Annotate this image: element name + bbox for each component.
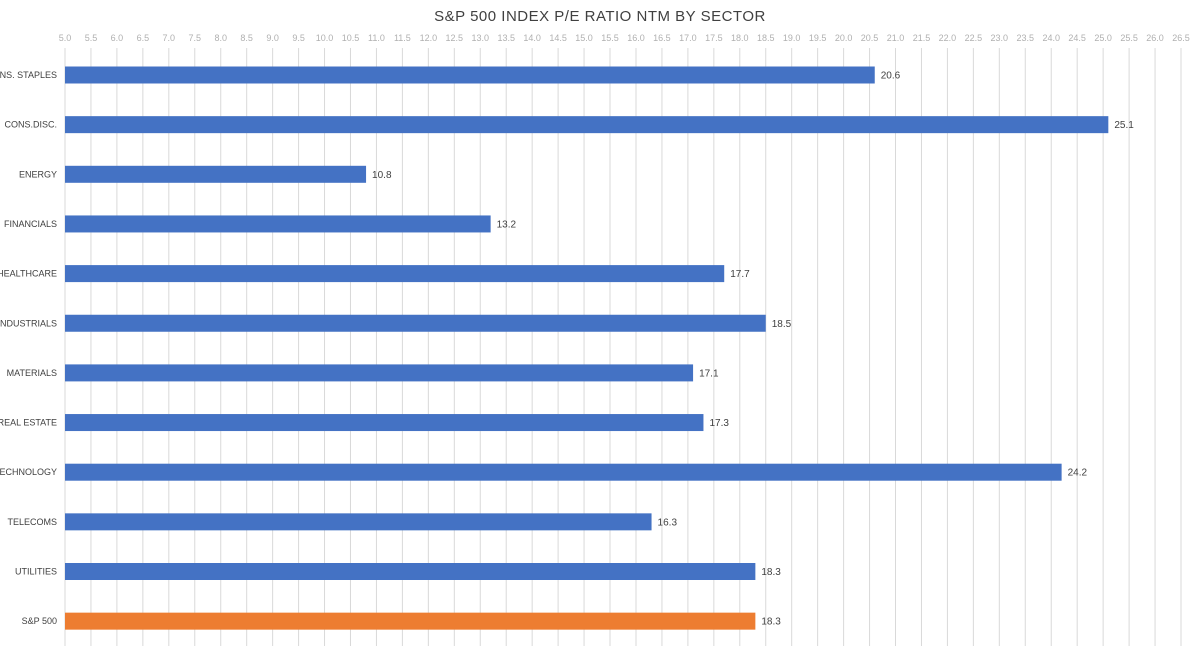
data-label: 24.2 bbox=[1068, 468, 1088, 479]
x-tick-label: 12.0 bbox=[420, 33, 438, 43]
x-tick-label: 7.5 bbox=[189, 33, 202, 43]
category-label: CONS.DISC. bbox=[4, 120, 57, 130]
x-tick-label: 15.5 bbox=[601, 33, 619, 43]
x-tick-label: 26.0 bbox=[1146, 33, 1164, 43]
category-label: UTILITIES bbox=[15, 567, 57, 577]
x-tick-label: 7.0 bbox=[163, 33, 176, 43]
x-tick-label: 9.0 bbox=[266, 33, 279, 43]
data-label: 17.1 bbox=[699, 368, 719, 379]
x-tick-label: 14.5 bbox=[549, 33, 567, 43]
x-tick-label: 16.0 bbox=[627, 33, 645, 43]
x-tick-label: 24.0 bbox=[1042, 33, 1060, 43]
data-label: 10.8 bbox=[372, 170, 392, 181]
x-tick-label: 22.0 bbox=[939, 33, 957, 43]
x-tick-label: 22.5 bbox=[965, 33, 983, 43]
data-label: 17.7 bbox=[730, 269, 750, 280]
bar bbox=[65, 364, 694, 382]
x-tick-label: 8.0 bbox=[214, 33, 227, 43]
bar bbox=[65, 265, 725, 283]
x-tick-label: 8.5 bbox=[240, 33, 253, 43]
data-label: 16.3 bbox=[658, 517, 678, 528]
x-tick-label: 23.5 bbox=[1017, 33, 1035, 43]
category-label: ENERGY bbox=[19, 169, 57, 179]
x-tick-label: 11.5 bbox=[394, 33, 411, 43]
x-tick-label: 5.5 bbox=[85, 33, 98, 43]
data-label: 17.3 bbox=[709, 418, 729, 429]
x-tick-label: 15.0 bbox=[575, 33, 593, 43]
category-label: MATERIALS bbox=[7, 368, 57, 378]
category-label: REAL ESTATE bbox=[0, 418, 57, 428]
x-tick-label: 10.0 bbox=[316, 33, 334, 43]
x-tick-label: 10.5 bbox=[342, 33, 360, 43]
chart-title: S&P 500 INDEX P/E RATIO NTM BY SECTOR bbox=[434, 8, 766, 25]
data-label: 25.1 bbox=[1114, 120, 1134, 131]
category-label: CONS. STAPLES bbox=[0, 70, 57, 80]
x-tick-label: 21.5 bbox=[913, 33, 931, 43]
data-label: 20.6 bbox=[881, 71, 901, 82]
x-tick-label: 20.0 bbox=[835, 33, 853, 43]
x-tick-label: 19.5 bbox=[809, 33, 827, 43]
bar bbox=[65, 116, 1109, 134]
x-tick-label: 11.0 bbox=[368, 33, 385, 43]
x-tick-label: 5.0 bbox=[59, 33, 72, 43]
x-tick-label: 9.5 bbox=[292, 33, 305, 43]
x-tick-label: 26.5 bbox=[1172, 33, 1190, 43]
category-label: S&P 500 bbox=[22, 616, 57, 626]
data-label: 18.3 bbox=[761, 617, 781, 628]
bar bbox=[65, 66, 875, 84]
bar bbox=[65, 513, 652, 531]
bar bbox=[65, 563, 756, 580]
category-label: TECHNOLOGY bbox=[0, 467, 57, 477]
category-label: INDUSTRIALS bbox=[0, 318, 57, 328]
bar bbox=[65, 612, 756, 630]
x-tick-label: 17.0 bbox=[679, 33, 697, 43]
category-label: FINANCIALS bbox=[4, 219, 57, 229]
x-tick-label: 6.5 bbox=[137, 33, 150, 43]
category-label: TELECOMS bbox=[7, 517, 57, 527]
bar bbox=[65, 414, 704, 432]
x-tick-label: 16.5 bbox=[653, 33, 671, 43]
x-tick-label: 14.0 bbox=[523, 33, 541, 43]
x-tick-label: 23.0 bbox=[991, 33, 1009, 43]
bar bbox=[65, 215, 491, 233]
x-tick-label: 18.5 bbox=[757, 33, 775, 43]
data-label: 13.2 bbox=[497, 219, 517, 230]
category-label: HEALTHCARE bbox=[0, 269, 57, 279]
x-tick-label: 21.0 bbox=[887, 33, 905, 43]
x-tick-label: 13.5 bbox=[497, 33, 515, 43]
bar bbox=[65, 314, 766, 332]
bar bbox=[65, 463, 1062, 481]
x-tick-label: 24.5 bbox=[1068, 33, 1086, 43]
x-tick-label: 25.5 bbox=[1120, 33, 1138, 43]
x-tick-label: 25.0 bbox=[1094, 33, 1112, 43]
x-tick-label: 13.0 bbox=[471, 33, 489, 43]
x-tick-label: 12.5 bbox=[446, 33, 464, 43]
data-label: 18.3 bbox=[761, 567, 781, 578]
x-tick-label: 6.0 bbox=[111, 33, 124, 43]
x-tick-label: 18.0 bbox=[731, 33, 749, 43]
x-tick-label: 20.5 bbox=[861, 33, 879, 43]
x-tick-label: 19.0 bbox=[783, 33, 801, 43]
x-tick-label: 17.5 bbox=[705, 33, 723, 43]
bar bbox=[65, 165, 367, 183]
data-label: 18.5 bbox=[772, 319, 792, 330]
